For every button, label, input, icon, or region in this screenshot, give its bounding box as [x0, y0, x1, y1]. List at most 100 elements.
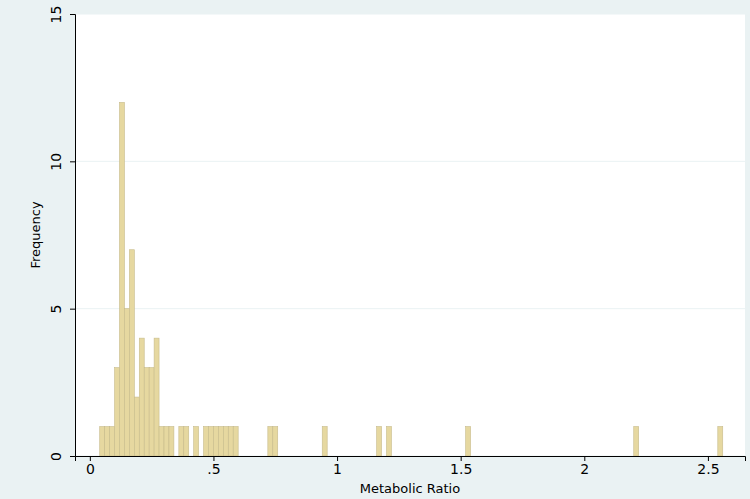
bar: [307, 456, 312, 457]
bar: [238, 456, 243, 457]
bar: [589, 456, 594, 457]
bar: [639, 456, 644, 457]
bar: [115, 368, 120, 456]
bar: [718, 427, 723, 456]
bar: [644, 456, 649, 457]
bar: [189, 456, 194, 457]
bar: [317, 456, 322, 457]
bar: [204, 427, 209, 456]
y-tick-mark: [70, 14, 75, 15]
bar: [194, 427, 199, 456]
bar: [703, 456, 708, 457]
bar: [456, 456, 461, 457]
bar: [124, 309, 129, 456]
bar: [362, 456, 367, 457]
bar: [550, 456, 555, 457]
y-tick: 15: [48, 6, 75, 24]
bar: [654, 456, 659, 457]
bar: [505, 456, 510, 457]
bar: [688, 456, 693, 457]
bar: [565, 456, 570, 457]
grid-line: [75, 14, 745, 15]
bar: [149, 368, 154, 456]
grid: [75, 14, 745, 456]
bar: [416, 456, 421, 457]
bar: [426, 456, 431, 457]
bar: [263, 456, 268, 457]
bar: [545, 456, 550, 457]
bar: [139, 338, 144, 456]
bar: [668, 456, 673, 457]
bar: [283, 456, 288, 457]
bar: [525, 456, 530, 457]
bar: [377, 427, 382, 456]
bar: [461, 456, 466, 457]
bar: [322, 427, 327, 456]
bar: [352, 456, 357, 457]
y-tick: 0: [48, 452, 75, 461]
chart: 0.511.522.5051015Metabolic RatioFrequenc…: [0, 0, 750, 499]
bar: [485, 456, 490, 457]
x-tick-label: .5: [207, 461, 220, 477]
y-axis: 051015: [48, 6, 76, 461]
bar: [619, 456, 624, 457]
bar: [228, 427, 233, 456]
y-tick-label: 5: [48, 305, 64, 314]
bar: [708, 456, 713, 457]
bar: [569, 456, 574, 457]
bar: [421, 456, 426, 457]
bar: [436, 456, 441, 457]
bar: [693, 456, 698, 457]
bar: [555, 456, 560, 457]
bar: [446, 456, 451, 457]
bar: [480, 456, 485, 457]
bar: [258, 456, 263, 457]
x-axis: 0.511.522.5: [76, 456, 746, 477]
bar: [515, 456, 520, 457]
bar: [396, 456, 401, 457]
y-tick-mark: [70, 456, 75, 457]
bar: [174, 456, 179, 457]
y-tick: 5: [48, 305, 75, 314]
bar: [179, 427, 184, 456]
y-tick-mark: [70, 309, 75, 310]
bar: [164, 427, 169, 456]
bar: [594, 456, 599, 457]
x-tick-label: 2.5: [697, 461, 719, 477]
bar: [332, 456, 337, 457]
bar: [658, 456, 663, 457]
bar: [347, 456, 352, 457]
bar: [357, 456, 362, 457]
bar: [184, 427, 189, 456]
bar: [367, 456, 372, 457]
background: [0, 0, 750, 499]
bar: [337, 456, 342, 457]
bar: [466, 427, 471, 456]
bar: [144, 368, 149, 456]
bar: [382, 456, 387, 457]
x-tick-label: 1: [333, 461, 342, 477]
x-axis-title: Metabolic Ratio: [360, 481, 460, 496]
x-tick: 1.5: [450, 456, 472, 477]
bar: [248, 456, 253, 457]
bar: [302, 456, 307, 457]
bar: [520, 456, 525, 457]
bar: [159, 427, 164, 456]
bar: [490, 456, 495, 457]
bar: [120, 102, 125, 456]
bar: [288, 456, 293, 457]
bar: [574, 456, 579, 457]
y-axis-title: Frequency: [28, 201, 43, 268]
bar: [218, 427, 223, 456]
bar: [629, 456, 634, 457]
bar: [253, 456, 258, 457]
bar: [293, 456, 298, 457]
bar: [614, 456, 619, 457]
bar: [213, 427, 218, 456]
bar: [105, 427, 110, 456]
bar: [535, 456, 540, 457]
bar: [129, 250, 134, 456]
bar: [624, 456, 629, 457]
y-axis-line: [70, 15, 76, 457]
bar: [678, 456, 683, 457]
